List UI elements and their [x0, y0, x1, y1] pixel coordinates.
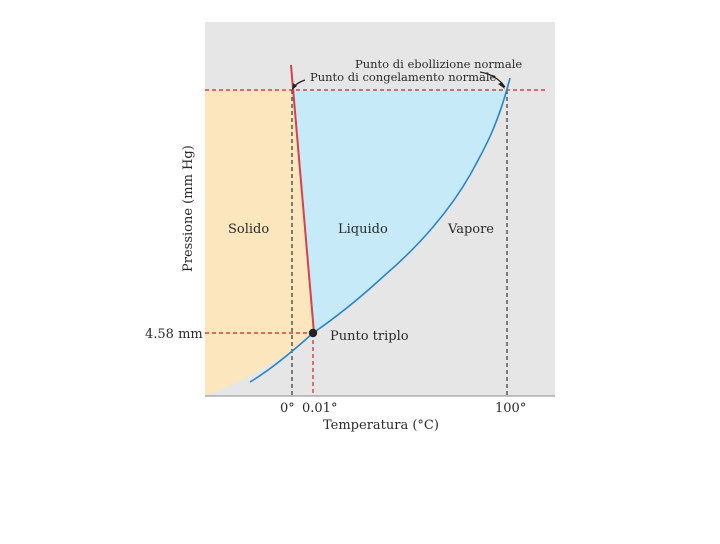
freezing-arrow-head: [292, 83, 297, 90]
x-tick-triple-temp: 0.01°: [302, 401, 337, 416]
y-tick-triple-pressure: 4.58 mm: [145, 327, 203, 342]
triple-point-marker: [308, 328, 318, 338]
x-tick-zero: 0°: [280, 401, 295, 416]
liquid-label: Liquido: [338, 222, 388, 237]
boiling-point-label: Punto di ebollizione normale: [355, 57, 522, 71]
triple-point-label: Punto triplo: [330, 329, 409, 344]
boiling-arrow-head: [498, 82, 505, 89]
vapor-label: Vapore: [447, 222, 494, 237]
x-tick-boiling-temp: 100°: [495, 401, 526, 416]
boiling-arrow: [479, 71, 506, 88]
solid-region: [205, 90, 313, 396]
y-axis-label: Pressione (mm Hg): [181, 145, 196, 272]
liquid-region: [292, 90, 507, 333]
x-axis-label: Temperatura (°C): [323, 418, 439, 433]
solid-label: Solido: [228, 222, 269, 237]
fusion-line: [290, 64, 315, 334]
freezing-point-label: Punto di congelamento normale: [310, 70, 497, 84]
vapor-curve: [249, 77, 511, 383]
